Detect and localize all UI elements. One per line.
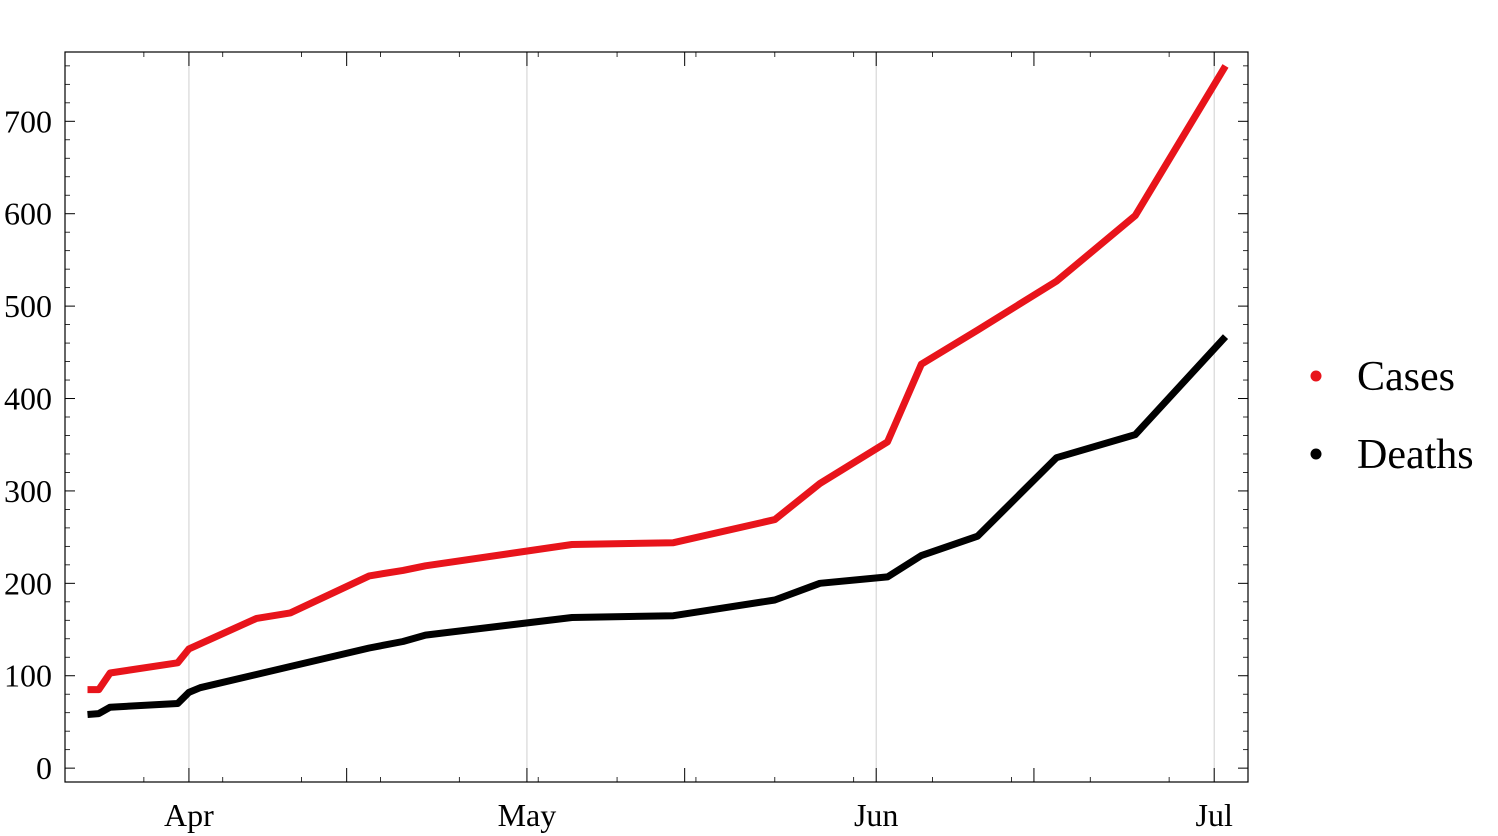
data-series [87, 64, 1229, 718]
legend: Cases Deaths [1310, 354, 1474, 478]
grid-lines [188, 52, 1215, 782]
series-line-deaths [87, 334, 1229, 718]
x-tick-label: Jun [854, 797, 898, 833]
legend-label-deaths: Deaths [1357, 432, 1474, 478]
y-tick-label: 700 [4, 103, 52, 139]
x-tick-label: May [498, 797, 557, 833]
series-line-cases [87, 64, 1229, 694]
x-tick-label: Apr [164, 797, 214, 833]
y-tick-label: 500 [4, 288, 52, 324]
y-tick-label: 100 [4, 658, 52, 694]
y-tick-label: 400 [4, 381, 52, 417]
axis-ticks [64, 52, 1249, 782]
tick-labels: Apr May Jun Jul 0 100 200 300 400 500 600 700 [4, 103, 1233, 833]
x-tick-label: Jul [1196, 797, 1233, 833]
legend-label-cases: Cases [1357, 354, 1455, 400]
legend-marker-cases [1310, 370, 1322, 382]
y-tick-label: 0 [36, 750, 52, 786]
y-tick-label: 600 [4, 196, 52, 232]
plot-frame [64, 51, 1249, 783]
y-tick-label: 300 [4, 473, 52, 509]
legend-marker-deaths [1310, 448, 1322, 460]
y-tick-label: 200 [4, 565, 52, 601]
